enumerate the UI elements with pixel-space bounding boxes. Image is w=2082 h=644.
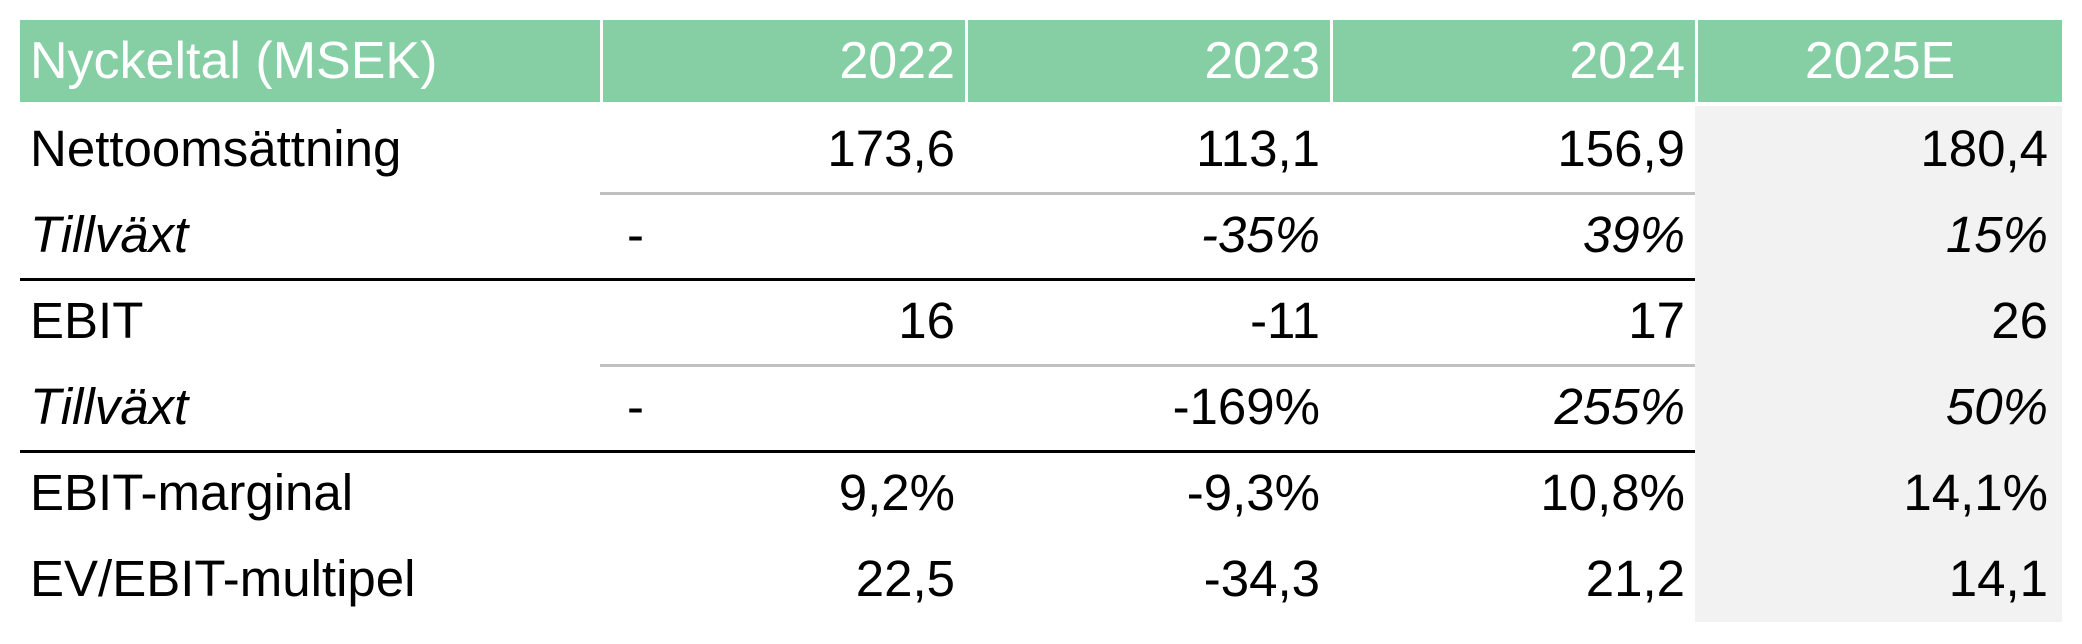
table-cell: -11: [1250, 292, 1320, 349]
table-cell: 15%: [1695, 192, 2062, 278]
table-cell: -9,3%: [1186, 464, 1320, 521]
table-cell: 156,9: [1557, 120, 1685, 177]
table-row-ebit-margin: EBIT-marginal 9,2% -9,3% 10,8% 14,1%: [20, 450, 2062, 536]
row-label: Tillväxt: [30, 206, 189, 263]
table-cell: 113,1: [1196, 120, 1320, 177]
table-cell: 10,8%: [1540, 464, 1685, 521]
header-label: Nyckeltal (MSEK): [20, 20, 600, 102]
table-cell: 21,2: [1585, 550, 1685, 607]
row-divider-thick: [20, 450, 2062, 453]
header-year-2024: 2024: [1330, 20, 1695, 102]
table-cell: -169%: [1172, 378, 1320, 435]
table-cell: 39%: [1582, 206, 1685, 263]
table-cell: 26: [1695, 278, 2062, 364]
table-header-row: Nyckeltal (MSEK) 2022 2023 2024 2025E: [20, 20, 2062, 102]
table-cell: 180,4: [1695, 106, 2062, 192]
row-label: EBIT: [30, 292, 144, 349]
table-cell: -35%: [1200, 206, 1320, 263]
table-cell: 16: [898, 292, 955, 349]
table-row-sales-growth: Tillväxt - -35% 39% 15%: [20, 192, 2062, 278]
header-year-2023: 2023: [965, 20, 1330, 102]
table-cell: 173,6: [827, 120, 955, 177]
table-cell: -: [627, 206, 644, 263]
table-cell: 50%: [1695, 364, 2062, 450]
row-label: Tillväxt: [30, 378, 189, 435]
row-label: Nettoomsättning: [30, 120, 402, 177]
table-cell: 17: [1628, 292, 1685, 349]
table-row-ev-ebit-multiple: EV/EBIT-multipel 22,5 -34,3 21,2 14,1: [20, 536, 2062, 622]
table-cell: 22,5: [855, 550, 955, 607]
table-cell: -34,3: [1203, 550, 1320, 607]
table-cell: 14,1: [1695, 536, 2062, 622]
header-year-2022: 2022: [600, 20, 965, 102]
row-label: EV/EBIT-multipel: [30, 550, 416, 607]
table-cell: -: [627, 378, 644, 435]
table-cell: 255%: [1554, 378, 1685, 435]
table-row-ebit: EBIT 16 -11 17 26: [20, 278, 2062, 364]
table-row-ebit-growth: Tillväxt - -169% 255% 50%: [20, 364, 2062, 450]
header-year-2025e: 2025E: [1695, 20, 2062, 102]
row-divider-thin: [600, 364, 2062, 367]
key-figures-table: Nyckeltal (MSEK) 2022 2023 2024 2025E Ne…: [20, 20, 2062, 622]
row-label: EBIT-marginal: [30, 464, 354, 521]
table-cell: 14,1%: [1695, 450, 2062, 536]
row-divider-thick: [20, 278, 2062, 281]
table-cell: 9,2%: [838, 464, 955, 521]
row-divider-thin: [600, 192, 2062, 195]
table-row-net-sales: Nettoomsättning 173,6 113,1 156,9 180,4: [20, 106, 2062, 192]
